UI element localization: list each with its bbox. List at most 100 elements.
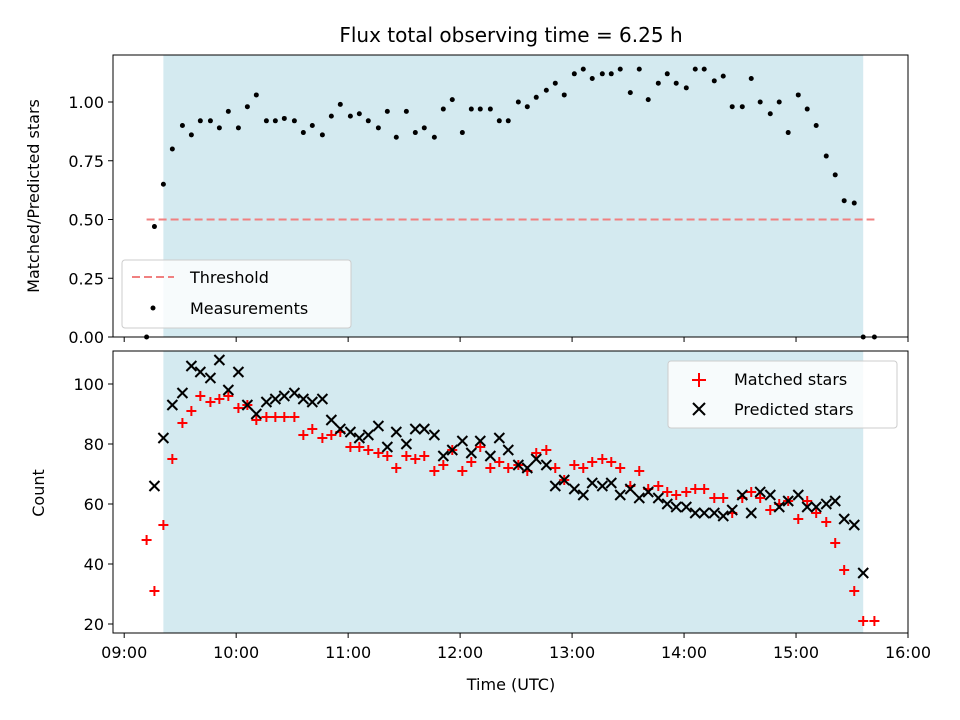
matched-star-point: [475, 442, 486, 452]
measurement-point: [701, 66, 707, 72]
matched-star-point: [869, 616, 880, 626]
predicted-star-point: [381, 441, 394, 453]
measurement-point: [300, 130, 306, 136]
matched-star-point: [345, 442, 356, 452]
matched-star-point: [466, 457, 477, 467]
measurement-point: [683, 85, 689, 91]
predicted-star-marker-b: [222, 384, 235, 396]
measurement-point: [263, 118, 269, 124]
bottom-panel: Count Time (UTC) 20 40 60 80 100 09:00 10:00 1…: [29, 350, 931, 694]
measurement-point: [832, 172, 838, 178]
predicted-star-marker-b: [241, 399, 254, 411]
predicted-star-marker-b: [325, 414, 338, 426]
measurement-point: [487, 106, 493, 112]
predicted-star-marker-b: [642, 486, 654, 498]
matched-star-point: [597, 454, 608, 464]
predicted-star-point: [493, 432, 506, 444]
bottom-legend: Matched stars Predicted stars: [667, 360, 898, 429]
predicted-star-point: [185, 360, 198, 372]
predicted-star-marker-b: [418, 423, 430, 435]
measurement-point: [636, 66, 642, 72]
measurement-point: [739, 104, 745, 110]
predicted-star-marker-b: [708, 507, 720, 519]
matched-star-point: [587, 457, 598, 467]
measurement-point: [384, 108, 390, 114]
predicted-star-marker-b: [306, 396, 319, 408]
legend-measurements-label: Measurements: [190, 299, 308, 318]
predicted-star-point: [670, 501, 682, 513]
matched-star-point: [671, 490, 682, 500]
predicted-star-point: [745, 507, 757, 519]
top-ytick-label: 0.25: [68, 269, 104, 288]
matched-star-point: [765, 505, 776, 515]
predicted-star-points: [148, 354, 869, 579]
predicted-star-marker-b: [577, 489, 589, 501]
predicted-star-marker-b: [362, 429, 375, 441]
predicted-star-point: [698, 507, 710, 519]
predicted-star-marker-b: [568, 483, 581, 495]
predicted-star-point: [353, 432, 366, 444]
predicted-star-marker-b: [428, 429, 441, 441]
predicted-star-point: [530, 453, 542, 465]
predicted-star-marker-b: [456, 435, 469, 447]
matched-star-point: [550, 463, 561, 473]
matched-star-point: [709, 493, 720, 503]
matched-star-point: [839, 565, 850, 575]
predicted-star-point: [857, 567, 869, 579]
measurement-point: [421, 125, 427, 131]
predicted-star-point: [689, 507, 701, 519]
predicted-star-point: [792, 489, 804, 501]
predicted-star-point: [232, 366, 245, 378]
legend-matched-swatch: [692, 373, 706, 387]
matched-star-point: [326, 430, 337, 440]
predicted-star-marker-b: [857, 567, 869, 579]
predicted-star-point: [316, 393, 329, 405]
predicted-star-marker-b: [204, 372, 217, 384]
predicted-star-point: [736, 489, 748, 501]
predicted-star-point: [400, 438, 413, 450]
predicted-star-marker-b: [838, 513, 850, 525]
predicted-star-marker-b: [829, 495, 841, 507]
predicted-star-point: [148, 480, 161, 492]
matched-star-point: [279, 412, 290, 422]
matched-star-point: [802, 496, 813, 506]
matched-star-point: [307, 424, 318, 434]
predicted-star-marker-b: [605, 477, 617, 489]
measurement-point: [356, 111, 362, 117]
predicted-star-point: [782, 495, 794, 507]
predicted-star-marker-b: [773, 501, 785, 513]
top-ytick-label: 0.75: [68, 152, 104, 171]
predicted-star-marker-b: [754, 486, 766, 498]
matched-star-point: [699, 484, 710, 494]
matched-star-point: [578, 463, 589, 473]
predicted-star-point: [810, 501, 822, 513]
predicted-star-point: [166, 399, 179, 411]
predicted-star-marker-b: [344, 426, 357, 438]
predicted-star-marker-b: [446, 444, 458, 456]
measurement-point: [151, 224, 157, 230]
legend-predicted-swatch: [692, 402, 706, 416]
matched-star-point: [531, 448, 542, 458]
predicted-star-point: [204, 372, 217, 384]
measurement-point: [785, 130, 791, 136]
measurement-point: [664, 71, 670, 77]
matched-star-point: [149, 586, 160, 596]
predicted-star-point: [278, 390, 291, 402]
matched-star-point: [653, 481, 664, 491]
matched-star-point: [223, 391, 234, 401]
measurement-point: [627, 90, 633, 96]
predicted-star-point: [250, 408, 263, 420]
matched-star-point: [569, 460, 580, 470]
predicted-star-marker-b: [465, 447, 478, 459]
top-y-ticks: 0.00 0.25 0.50 0.75 1.00: [68, 93, 113, 347]
predicted-star-point: [288, 387, 301, 399]
measurement-point: [841, 198, 847, 204]
measurement-point: [477, 106, 483, 112]
predicted-star-marker-b: [848, 519, 860, 531]
predicted-star-point: [848, 519, 860, 531]
measurement-point: [496, 118, 502, 124]
predicted-star-marker-b: [717, 510, 729, 522]
bottom-ytick-label: 20: [84, 615, 104, 634]
matched-star-point: [718, 493, 729, 503]
measurement-point: [253, 92, 259, 98]
